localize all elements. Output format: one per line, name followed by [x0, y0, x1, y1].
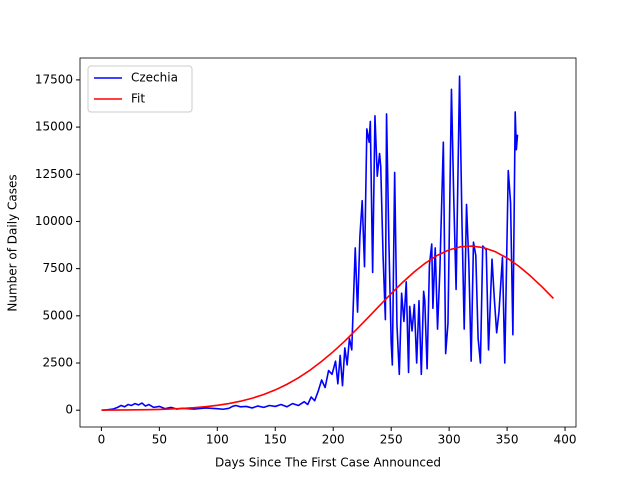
legend-label: Czechia: [131, 71, 178, 85]
y-tick-label: 0: [65, 403, 73, 417]
y-tick-label: 12500: [35, 167, 73, 181]
x-tick-label: 50: [152, 433, 167, 447]
x-tick-label: 200: [322, 433, 345, 447]
y-tick-label: 5000: [42, 308, 73, 322]
x-tick-label: 250: [380, 433, 403, 447]
x-axis-label: Days Since The First Case Announced: [215, 456, 441, 470]
x-tick-label: 100: [206, 433, 229, 447]
x-tick-label: 150: [264, 433, 287, 447]
data-line: [101, 245, 555, 411]
x-tick-label: 400: [554, 433, 577, 447]
y-tick-label: 7500: [42, 261, 73, 275]
y-tick-label: 17500: [35, 72, 73, 86]
legend-label: Fit: [131, 92, 145, 106]
y-axis-label: Number of Daily Cases: [6, 174, 20, 311]
data-line: [102, 75, 519, 411]
x-tick-label: 350: [496, 433, 519, 447]
x-tick-label: 300: [438, 433, 461, 447]
y-tick-label: 2500: [42, 356, 73, 370]
y-tick-label: 15000: [35, 120, 73, 134]
plot-frame: [79, 57, 577, 428]
y-tick-label: 10000: [35, 214, 73, 228]
x-tick-label: 0: [98, 433, 106, 447]
